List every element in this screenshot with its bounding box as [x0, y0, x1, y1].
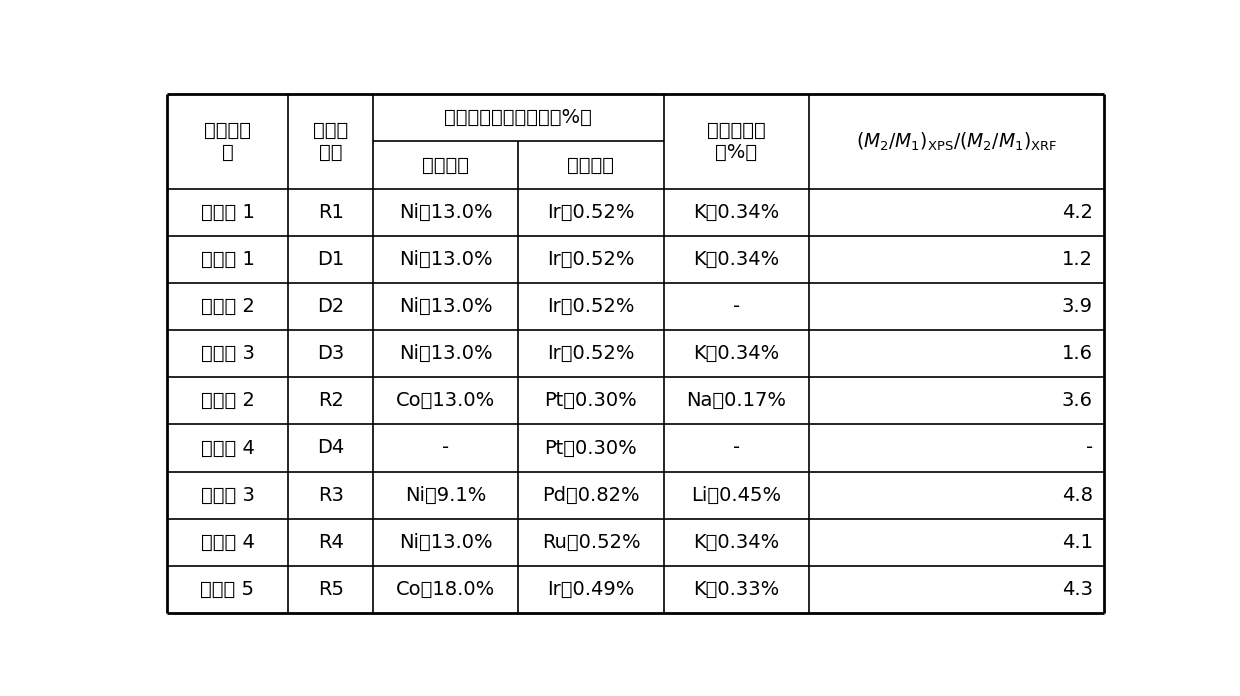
Text: Ir，0.52%: Ir，0.52% [547, 344, 635, 363]
Text: Ni，13.0%: Ni，13.0% [399, 250, 492, 269]
Text: Pt，0.30%: Pt，0.30% [544, 391, 637, 410]
Text: K，0.34%: K，0.34% [693, 250, 780, 269]
Text: 实施例 5: 实施例 5 [201, 580, 254, 599]
Text: Pd，0.82%: Pd，0.82% [542, 486, 640, 505]
Text: Ni，13.0%: Ni，13.0% [399, 344, 492, 363]
Text: Ni，13.0%: Ni，13.0% [399, 203, 492, 221]
Text: $(M_2/M_1)_{\rm XPS}/(M_2/M_1)_{\rm XRF}$: $(M_2/M_1)_{\rm XPS}/(M_2/M_1)_{\rm XRF}… [856, 130, 1058, 152]
Text: 实施例 3: 实施例 3 [201, 486, 254, 505]
Text: -: - [441, 438, 449, 457]
Text: R4: R4 [317, 532, 343, 552]
Text: K，0.33%: K，0.33% [693, 580, 780, 599]
Text: Co，18.0%: Co，18.0% [396, 580, 495, 599]
Text: Co，13.0%: Co，13.0% [396, 391, 495, 410]
Text: 3.6: 3.6 [1061, 391, 1092, 410]
Text: 4.2: 4.2 [1061, 203, 1092, 221]
Text: Li，0.45%: Li，0.45% [691, 486, 781, 505]
Text: R5: R5 [317, 580, 343, 599]
Text: Ir，0.49%: Ir，0.49% [547, 580, 635, 599]
Text: -: - [733, 438, 740, 457]
Text: R3: R3 [317, 486, 343, 505]
Text: 对比例 4: 对比例 4 [201, 438, 254, 457]
Text: 对比例 3: 对比例 3 [201, 344, 254, 363]
Text: 催化剂
编号: 催化剂 编号 [312, 121, 348, 162]
Text: D2: D2 [317, 297, 345, 316]
Text: 1.6: 1.6 [1061, 344, 1092, 363]
Text: Ir，0.52%: Ir，0.52% [547, 297, 635, 316]
Text: 4.3: 4.3 [1061, 580, 1092, 599]
Text: 实施例 2: 实施例 2 [201, 391, 254, 410]
Text: Pt，0.30%: Pt，0.30% [544, 438, 637, 457]
Text: 1.2: 1.2 [1061, 250, 1092, 269]
Text: Ni，13.0%: Ni，13.0% [399, 297, 492, 316]
Text: 碱金属（重
量%）: 碱金属（重 量%） [707, 121, 766, 162]
Text: D3: D3 [317, 344, 345, 363]
Text: 对比例 2: 对比例 2 [201, 297, 254, 316]
Text: -: - [1086, 438, 1092, 457]
Text: 3.9: 3.9 [1061, 297, 1092, 316]
Text: K，0.34%: K，0.34% [693, 532, 780, 552]
Text: Ir，0.52%: Ir，0.52% [547, 250, 635, 269]
Text: D4: D4 [317, 438, 345, 457]
Text: 双金属组分组成（重量%）: 双金属组分组成（重量%） [444, 109, 593, 127]
Text: -: - [733, 297, 740, 316]
Text: Ni，9.1%: Ni，9.1% [405, 486, 486, 505]
Text: 第一金属: 第一金属 [422, 155, 469, 175]
Text: Na，0.17%: Na，0.17% [686, 391, 786, 410]
Text: R2: R2 [317, 391, 343, 410]
Text: K，0.34%: K，0.34% [693, 344, 780, 363]
Text: 4.8: 4.8 [1061, 486, 1092, 505]
Text: 4.1: 4.1 [1061, 532, 1092, 552]
Text: Ir，0.52%: Ir，0.52% [547, 203, 635, 221]
Text: K，0.34%: K，0.34% [693, 203, 780, 221]
Text: R1: R1 [317, 203, 343, 221]
Text: Ni，13.0%: Ni，13.0% [399, 532, 492, 552]
Text: 实施例 1: 实施例 1 [201, 203, 254, 221]
Text: 第二金属: 第二金属 [568, 155, 615, 175]
Text: 对比例 1: 对比例 1 [201, 250, 254, 269]
Text: 实施例 4: 实施例 4 [201, 532, 254, 552]
Text: Ru，0.52%: Ru，0.52% [542, 532, 640, 552]
Text: 实施例编
号: 实施例编 号 [205, 121, 250, 162]
Text: D1: D1 [317, 250, 345, 269]
